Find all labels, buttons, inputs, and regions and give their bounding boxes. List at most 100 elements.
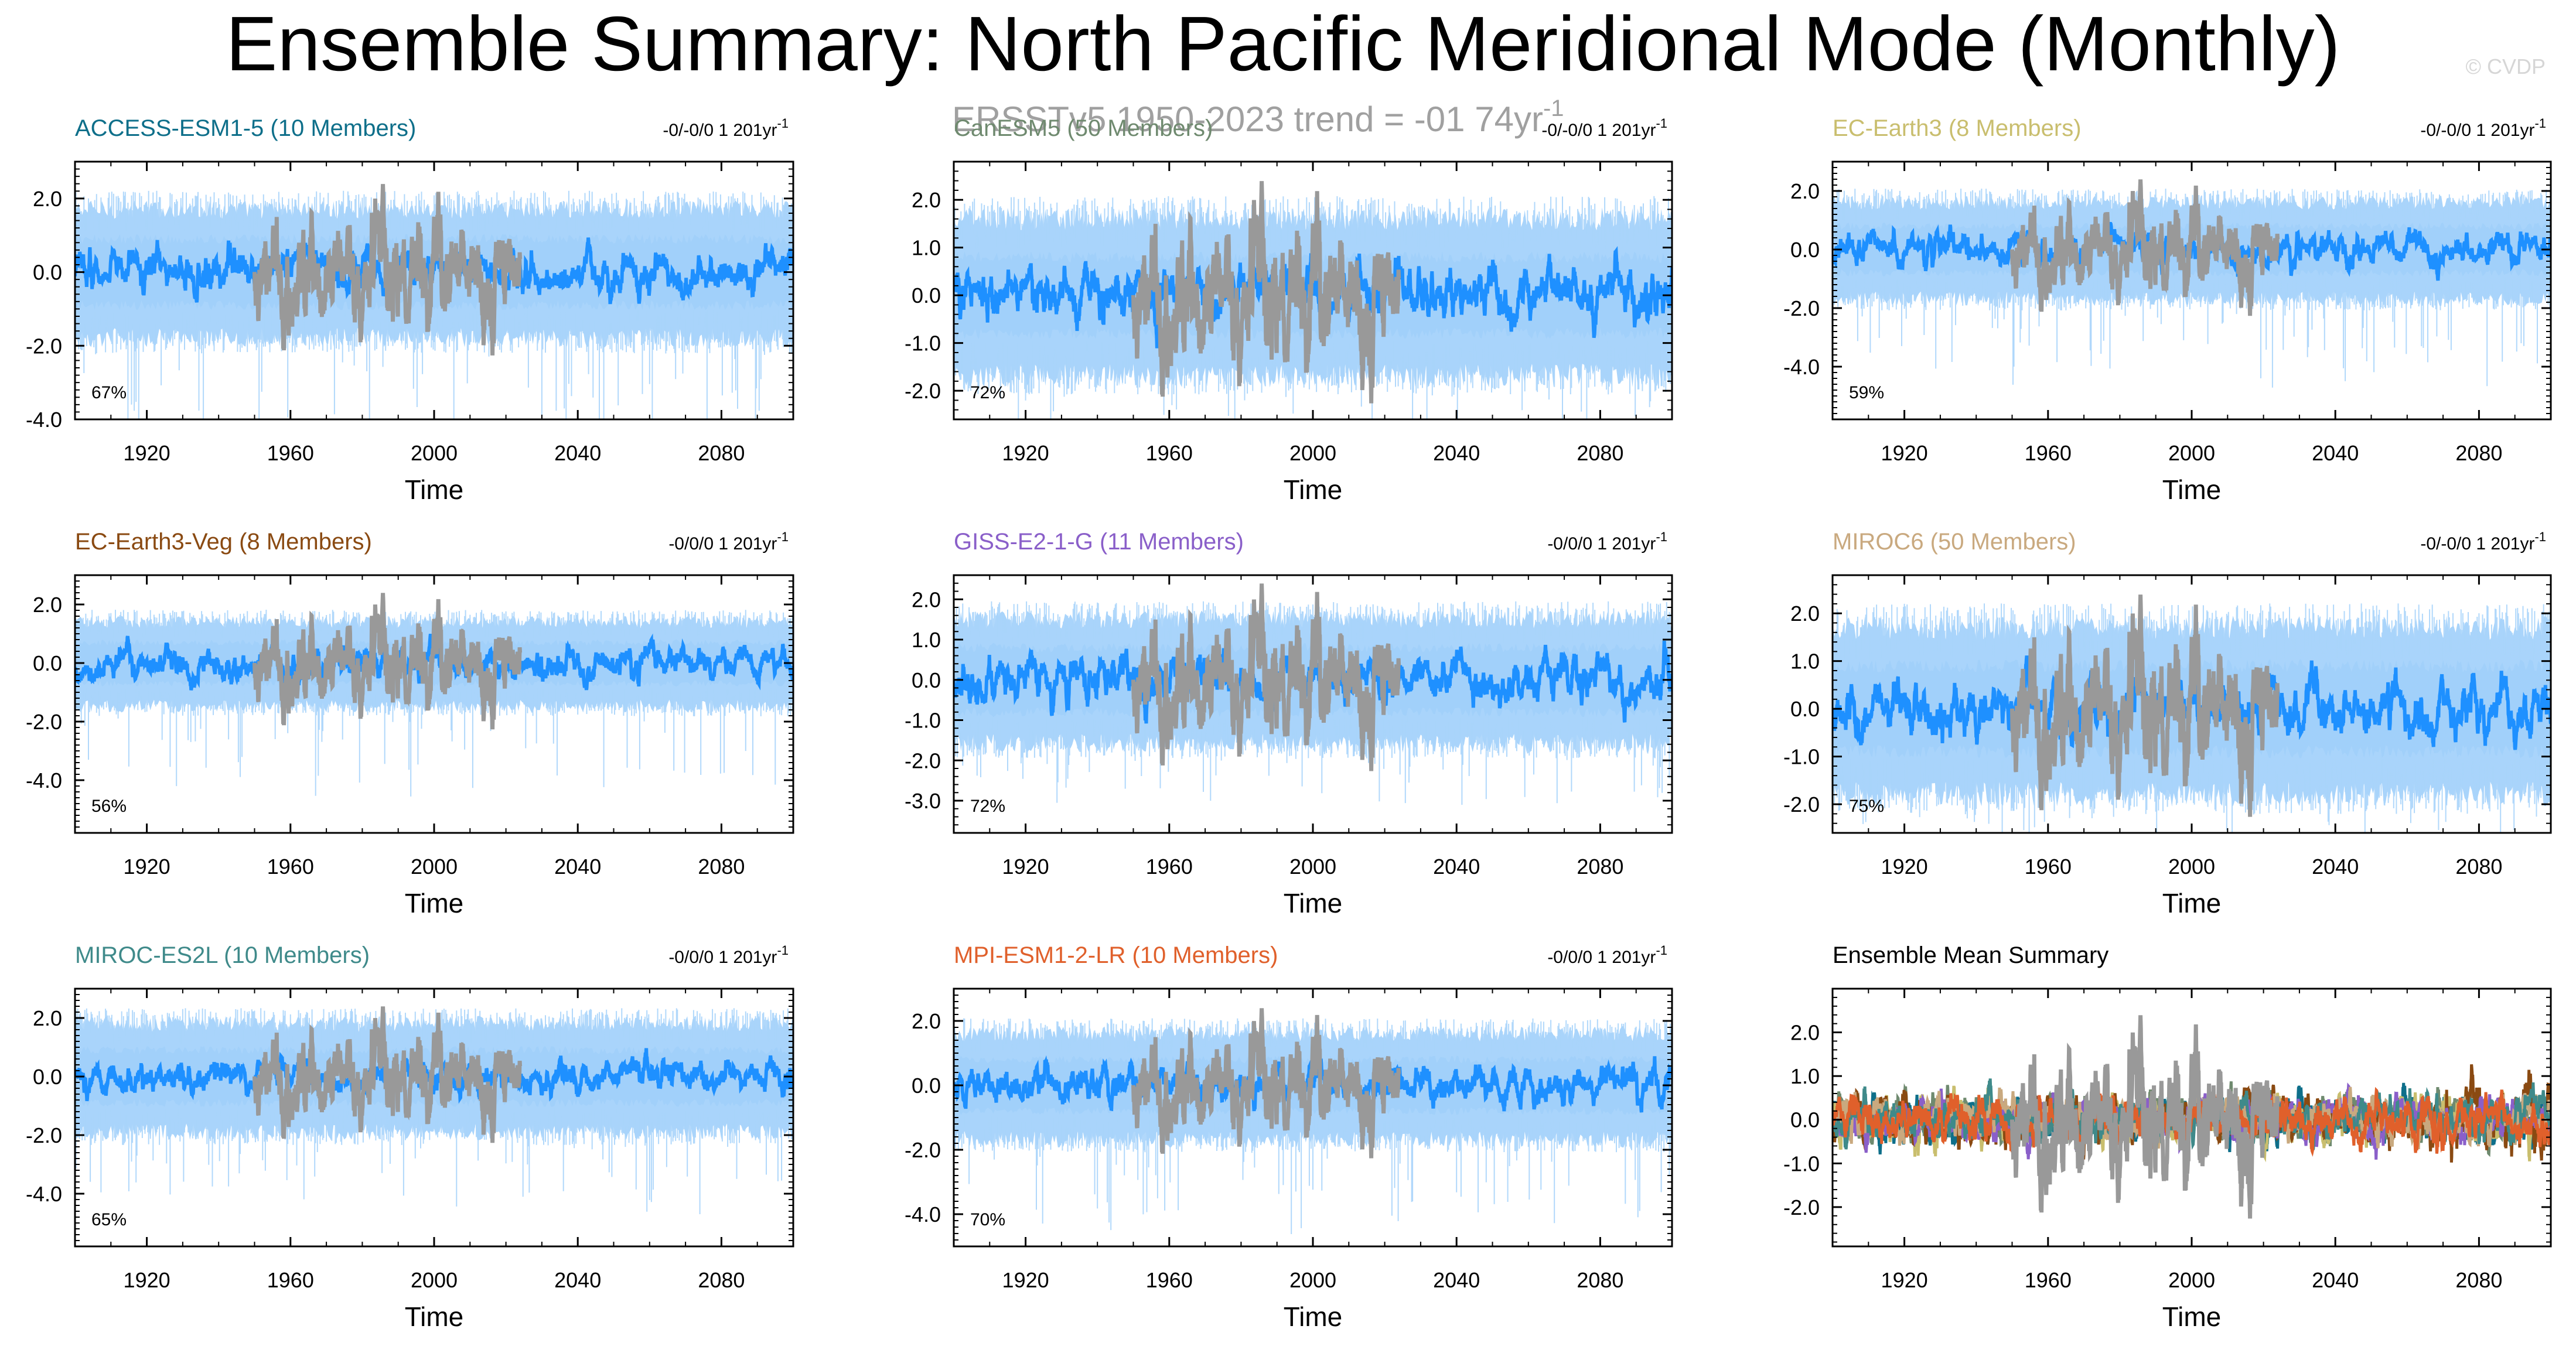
x-tick-label: 2000 [1289,855,1336,879]
x-axis-label: Time [405,1301,464,1332]
y-tick-label: -1.0 [905,709,941,733]
x-tick-label: 1920 [1881,441,1928,465]
observations-line [253,593,523,730]
percent-label: 67% [91,383,127,402]
x-tick-label: 1920 [1881,1268,1928,1292]
trend-sup: -1 [777,943,789,958]
x-tick-label: 2040 [554,1268,601,1292]
x-tick-label: 1960 [267,1268,314,1292]
observations-line [1131,1008,1401,1159]
y-tick-label: -2.0 [1783,1195,1820,1219]
x-tick-label: 2080 [1577,441,1623,465]
figure-subtitle: ERSSTv5 1950-2023 trend = -01 74yr-1 [952,95,1564,139]
x-tick-label: 2000 [2168,855,2215,879]
y-tick-label: 2.0 [912,188,941,212]
y-tick-label: 2.0 [33,593,62,617]
trend-label: -0/-0/0 1 201yr-1 [2420,116,2546,140]
percent-label: 65% [91,1210,127,1229]
percent-label: 72% [970,383,1005,402]
y-tick-label: 2.0 [33,1006,62,1030]
y-tick-label: -4.0 [26,768,62,792]
copyright-label: © CVDP [2465,54,2546,78]
percent-label: 59% [1849,383,1884,402]
y-tick-label: -2.0 [1783,792,1820,816]
trend-text: -0/-0/0 1 201yr [1541,121,1656,140]
x-tick-label: 1920 [1002,855,1049,879]
y-tick-label: -1.0 [1783,745,1820,769]
trend-label: -0/0/0 1 201yr-1 [668,943,789,967]
x-tick-label: 2080 [2455,855,2502,879]
x-tick-label: 1920 [124,441,170,465]
trend-text: -0/-0/0 1 201yr [2420,534,2534,554]
panel-title: EC-Earth3 (8 Members) [1833,115,2082,141]
x-tick-label: 1960 [1146,855,1193,879]
x-tick-label: 1920 [1002,441,1049,465]
x-tick-label: 2080 [698,441,745,465]
y-tick-label: -1.0 [905,332,941,356]
y-tick-label: 0.0 [912,1074,941,1098]
x-tick-label: 1960 [1146,441,1193,465]
trend-sup: -1 [2534,529,2546,544]
y-tick-label: 0.0 [33,261,62,285]
x-axis-label: Time [1284,888,1343,918]
trend-label: -0/-0/0 1 201yr-1 [1541,116,1667,140]
x-tick-label: 1920 [124,855,170,879]
ensemble-mean-line [75,1048,793,1104]
x-tick-label: 2040 [2312,855,2359,879]
y-tick-label: 2.0 [33,187,62,211]
panel-title: GISS-E2-1-G (11 Members) [954,529,1244,555]
y-tick-label: -2.0 [26,334,62,358]
plot-area [75,1006,793,1214]
plot-area [1833,1015,2551,1219]
y-tick-label: 1.0 [912,628,941,652]
trend-text: -0/-0/0 1 201yr [663,121,777,140]
chart-panel: -4.0 -2.0 0.0 2.0 1920 1960 2000 2040 2080 Time MI… [26,942,794,1332]
x-axis-label: Time [1284,474,1343,505]
x-tick-label: 2000 [1289,441,1336,465]
y-tick-label: -4.0 [26,408,62,432]
trend-label: -0/0/0 1 201yr-1 [1547,943,1667,967]
chart-panel: -4.0 -2.0 0.0 2.0 1920 1960 2000 2040 2080 Time AC… [26,115,794,505]
y-tick-label: 0.0 [1790,697,1820,721]
x-tick-label: 1920 [1881,855,1928,879]
percent-label: 70% [970,1210,1005,1229]
y-tick-label: 0.0 [1790,238,1820,262]
x-tick-label: 2000 [411,441,458,465]
y-tick-label: 0.0 [33,651,62,675]
x-tick-label: 1960 [2025,1268,2072,1292]
trend-sup: -1 [777,529,789,544]
chart-panel: -2.0 -1.0 0.0 1.0 2.0 1920 1960 2000 2040 2080 Tim… [1783,942,2552,1332]
trend-label: -0/0/0 1 201yr-1 [1547,529,1667,554]
plot-area [954,181,1672,419]
x-axis-label: Time [405,474,464,505]
y-tick-label: 2.0 [1790,179,1820,203]
panel-title: Ensemble Mean Summary [1833,942,2108,968]
x-tick-label: 2040 [554,441,601,465]
percent-label: 75% [1849,797,1884,816]
y-tick-label: 1.0 [1790,650,1820,674]
observations-line [1131,583,1401,771]
y-tick-label: 2.0 [912,1009,941,1033]
x-tick-label: 2000 [1289,1268,1336,1292]
y-tick-label: 2.0 [912,587,941,611]
x-tick-label: 2080 [2455,1268,2502,1292]
panel-grid: -4.0 -2.0 0.0 2.0 1920 1960 2000 2040 2080 Time AC… [26,115,2552,1332]
y-tick-label: -2.0 [905,749,941,773]
y-tick-label: 2.0 [1790,1021,1820,1045]
x-tick-label: 1960 [2025,441,2072,465]
x-axis-label: Time [405,888,464,918]
plot-area [75,593,793,797]
y-tick-label: -4.0 [905,1202,941,1226]
y-tick-label: 1.0 [912,236,941,260]
x-axis-label: Time [1284,1301,1343,1332]
x-tick-label: 2000 [411,855,458,879]
x-tick-label: 2040 [2312,1268,2359,1292]
observations-line [253,1006,523,1143]
plot-area [75,184,793,419]
y-tick-label: -2.0 [26,1123,62,1147]
observations-line [253,184,523,356]
panel-title: MIROC-ES2L (10 Members) [75,942,370,968]
y-tick-label: 0.0 [912,283,941,308]
x-tick-label: 2000 [411,1268,458,1292]
x-tick-label: 2000 [2168,1268,2215,1292]
